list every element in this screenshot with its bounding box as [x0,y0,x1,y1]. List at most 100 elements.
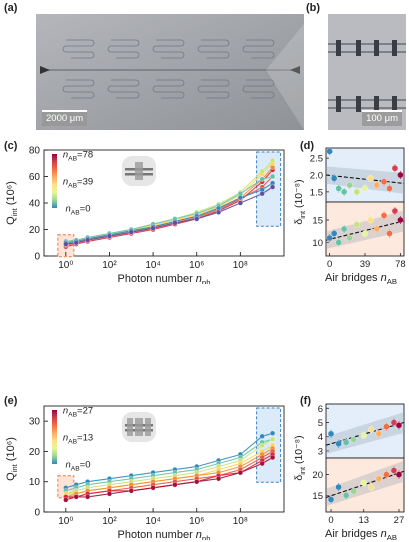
y-tick-label: 10 [29,477,41,488]
x-tick-label: 13 [358,515,369,526]
y-tick-label: 60 [29,172,41,183]
air-bridge-icon [135,418,143,436]
x-axis-label: Air bridges nAB [325,528,397,540]
data-point [346,234,353,242]
data-point [327,496,335,503]
data-point [391,165,399,172]
y-axis-label: δint (10⁻⁸) [293,435,307,480]
data-point [361,185,369,192]
data-point [150,485,156,491]
data-point [172,220,178,226]
panel-label-c: (c) [4,140,18,152]
air-bridge-icon [145,418,151,436]
panel-label-d: (d) [300,140,315,152]
chart-e-quality-factor: 10⁰ 10² 10⁴ 10⁶ 10⁸ 0 10 20 30 nAB=27 nAB=13 nAB=0 P… [5,406,285,540]
data-point [342,439,350,446]
panel-label-f: (f) [300,395,311,407]
x-tick-label: 10² [102,516,117,527]
data-point [326,234,333,242]
colorbar-label: nAB=39 [63,177,93,190]
y-tick-label: 2.0 [310,171,323,182]
y-tick-label: 1.5 [310,187,323,198]
colorbar-label: nAB=27 [63,406,93,419]
fit-line [325,470,405,498]
data-point [259,176,265,182]
data-point [395,422,403,429]
data-point [63,241,69,247]
y-axis-label: δint (10⁻⁸) [293,179,307,224]
x-axis-label: Photon number nph [118,273,211,284]
panel-label-a: (a) [4,2,18,14]
data-point [335,483,342,491]
upper-subplot [325,403,405,459]
data-point [270,436,276,442]
y-axis-label: Qint (10⁶) [5,437,19,481]
fit-line [325,174,405,184]
air-bridge-icon [135,162,143,180]
y-tick-label: 0 [34,508,40,519]
colorbar [52,154,57,208]
y-tick-label: 5 [318,418,323,429]
data-point [194,216,200,222]
scale-bar-b: 100 μm [362,110,402,126]
y-tick-label: 10 [312,238,323,249]
data-point [361,230,369,237]
y-tick-label: 20 [312,470,323,481]
data-point [360,432,367,439]
data-point [331,175,338,182]
x-tick-label: 0 [327,259,332,270]
x-tick-label: 10⁸ [233,516,248,527]
colorbar-label: nAB=13 [63,433,93,446]
data-point [85,237,91,243]
data-point [335,239,342,246]
data-point [237,470,243,476]
fit-line [325,220,405,241]
colorbar [52,410,57,464]
data-point [386,185,393,192]
data-point [383,471,390,478]
x-tick-label: 10⁴ [145,516,160,527]
data-point [270,184,276,190]
data-point [215,209,222,215]
data-point [327,430,335,437]
y-tick-label: 20 [29,447,41,458]
x-axis-label: Air bridges nAB [325,272,397,284]
data-point [390,467,398,474]
data-point [391,207,399,215]
data-point [367,175,374,182]
data-point [194,479,200,485]
data-point [373,225,380,233]
x-tick-label: 39 [360,259,371,270]
x-tick-label: 27 [394,515,405,526]
data-point [259,460,265,467]
lower-subplot [325,201,405,257]
data-point [73,240,79,246]
data-point [390,419,398,426]
data-point [360,479,367,487]
data-point [342,492,350,499]
chart-c-quality-factor: 10⁰ 10² 10⁴ 10⁶ 10⁸ 0 20 40 60 80 nAB=78 nAB=39 nAB=… [5,146,285,284]
x-axis-label: Photon number nph [118,529,211,540]
data-point [106,491,113,497]
data-point [259,442,265,448]
x-tick-label: 10⁰ [58,516,73,527]
data-point [383,423,390,430]
y-tick-label: 40 [29,199,41,210]
air-bridge-icon [127,418,133,436]
data-point [259,168,265,174]
data-point [150,225,156,231]
data-point [237,200,243,206]
data-point [350,436,357,443]
y-tick-label: 6 [318,404,323,415]
y-tick-label: 2.5 [310,154,323,165]
y-axis-label: Qint (10⁶) [5,181,19,225]
colorbar-label: nAB=0 [66,204,91,217]
data-point [340,225,348,233]
data-point [85,494,91,500]
data-point [350,488,357,495]
data-point [375,430,382,437]
data-point [367,216,374,224]
data-point [373,181,380,189]
panel-label-e: (e) [4,395,18,407]
y-tick-label: 3 [318,446,323,457]
